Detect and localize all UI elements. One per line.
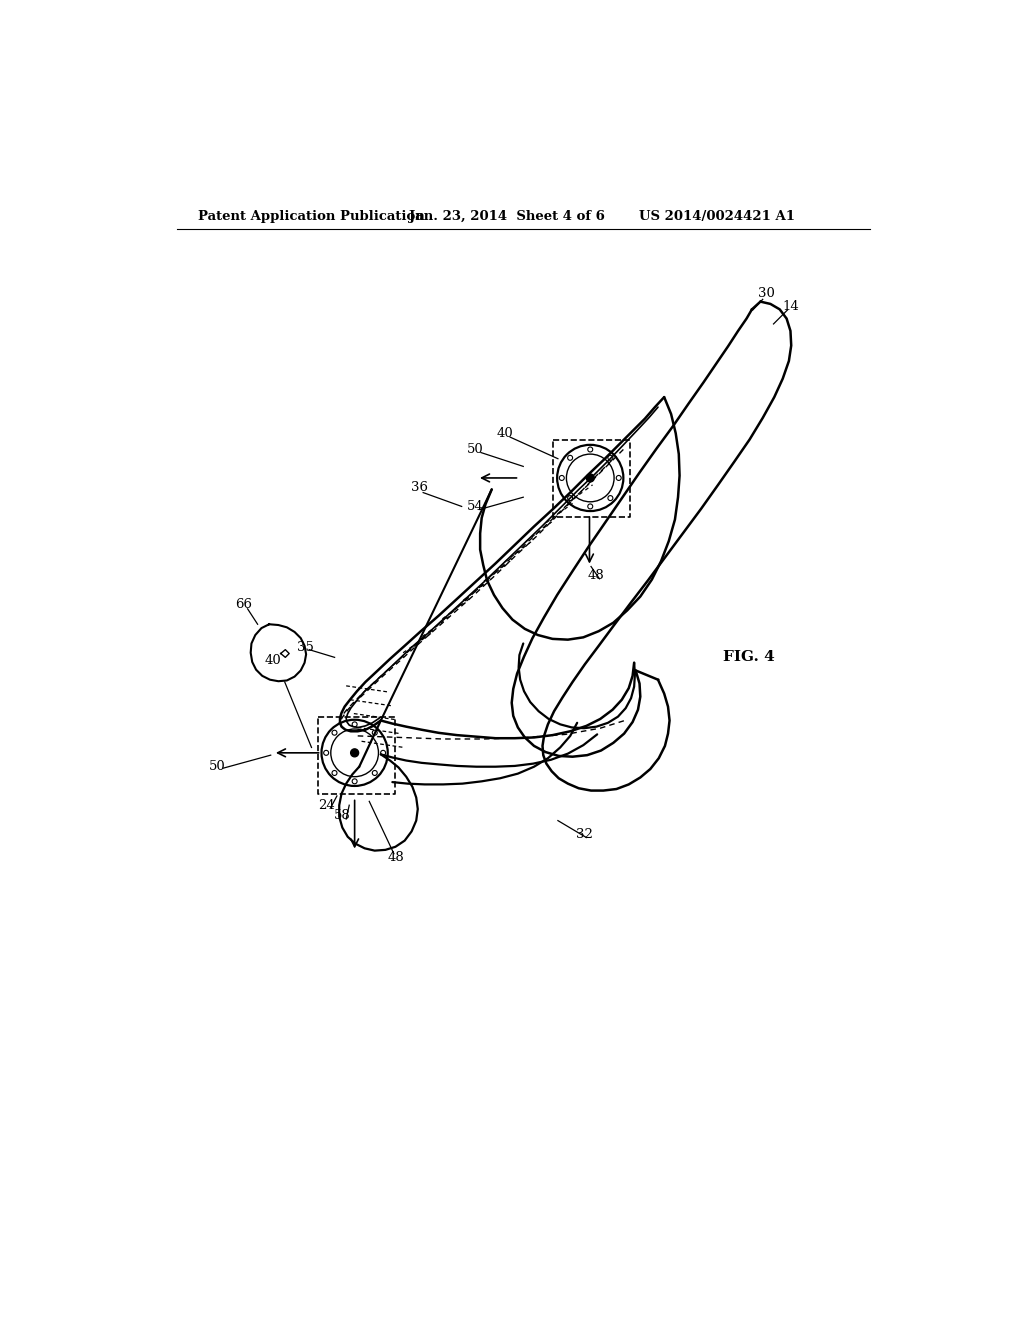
Text: 50: 50 bbox=[209, 760, 226, 774]
Text: Patent Application Publication: Patent Application Publication bbox=[199, 210, 425, 223]
Text: 24: 24 bbox=[318, 799, 335, 812]
Text: 40: 40 bbox=[264, 653, 282, 667]
Text: 40: 40 bbox=[497, 426, 513, 440]
Text: 32: 32 bbox=[577, 828, 593, 841]
Text: 66: 66 bbox=[236, 598, 252, 611]
Text: 48: 48 bbox=[588, 569, 604, 582]
Polygon shape bbox=[339, 755, 418, 850]
Text: 14: 14 bbox=[782, 300, 800, 313]
Circle shape bbox=[587, 474, 594, 482]
Text: 30: 30 bbox=[758, 288, 775, 301]
Text: Jan. 23, 2014  Sheet 4 of 6: Jan. 23, 2014 Sheet 4 of 6 bbox=[410, 210, 605, 223]
Polygon shape bbox=[512, 302, 792, 791]
Text: 50: 50 bbox=[467, 444, 484, 455]
Text: 48: 48 bbox=[388, 851, 404, 865]
Polygon shape bbox=[251, 624, 306, 681]
Polygon shape bbox=[518, 644, 635, 729]
Text: 58: 58 bbox=[334, 809, 350, 822]
Text: US 2014/0024421 A1: US 2014/0024421 A1 bbox=[639, 210, 795, 223]
Text: FIG. 4: FIG. 4 bbox=[724, 651, 775, 664]
Text: 36: 36 bbox=[411, 482, 428, 495]
Text: 54: 54 bbox=[466, 500, 483, 513]
Circle shape bbox=[350, 748, 358, 756]
Polygon shape bbox=[340, 397, 680, 738]
Text: 35: 35 bbox=[297, 640, 313, 653]
